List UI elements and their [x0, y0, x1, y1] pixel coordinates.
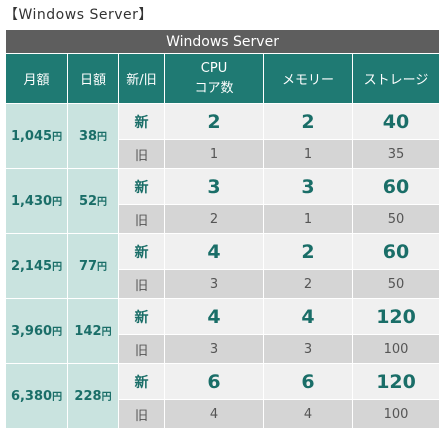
daily-price: 77 [78, 259, 98, 274]
table-row-old: 旧 3 3 100 [6, 334, 441, 364]
daily-price-cell: 77円 [67, 233, 119, 299]
old-cpu-cores: 4 [164, 399, 264, 429]
yen-unit: 円 [52, 392, 63, 403]
plan-table-body: 1,045円 38円新 2 2 40 旧 1 1 35 1,430円 52円新 3 3 60 旧 2 1 50 2,… [5, 103, 441, 429]
header-new-old: 新/旧 [118, 53, 165, 104]
daily-price: 228 [74, 389, 102, 404]
daily-price-cell: 38円 [67, 103, 119, 169]
old-storage: 50 [351, 204, 441, 234]
daily-price-cell: 52円 [67, 168, 119, 234]
table-row-new: 3,960円 142円新 4 4 120 [5, 298, 441, 364]
monthly-price-cell: 1,045円 [5, 103, 68, 169]
header-storage: ストレージ [351, 53, 441, 104]
old-cpu-cores: 2 [164, 204, 264, 234]
old-label: 旧 [118, 269, 165, 299]
header-cpu: CPU コア数 [164, 53, 264, 104]
new-label: 新 [118, 233, 165, 270]
old-cpu-cores: 3 [164, 334, 264, 364]
yen-unit: 円 [52, 132, 63, 143]
new-storage: 40 [351, 103, 441, 140]
table-row-old: 旧 1 1 35 [6, 139, 441, 169]
new-label: 新 [118, 168, 165, 205]
old-label: 旧 [118, 399, 165, 429]
new-cpu-cores: 2 [164, 103, 264, 140]
new-memory: 6 [263, 363, 353, 400]
old-memory: 4 [263, 399, 353, 429]
monthly-price: 6,380 [10, 389, 53, 404]
yen-unit: 円 [97, 197, 108, 208]
new-cpu-cores: 6 [164, 363, 264, 400]
new-storage: 120 [351, 363, 441, 400]
header-daily: 日額 [67, 53, 119, 104]
new-storage: 60 [351, 233, 441, 270]
table-caption-row: Windows Server [4, 29, 441, 54]
yen-unit: 円 [97, 132, 108, 143]
daily-price-cell: 228円 [67, 363, 119, 429]
table-caption: Windows Server [4, 29, 441, 54]
header-monthly: 月額 [5, 53, 68, 104]
new-memory: 2 [263, 233, 353, 270]
table-row-new: 1,045円 38円新 2 2 40 [5, 103, 441, 169]
old-memory: 1 [263, 139, 353, 169]
new-label: 新 [118, 363, 165, 400]
monthly-price: 1,430 [10, 194, 53, 209]
monthly-price: 2,145 [10, 259, 53, 274]
table-row-new: 1,430円 52円新 3 3 60 [5, 168, 441, 234]
page-title: 【Windows Server】 [4, 7, 153, 23]
table-row-new: 2,145円 77円新 4 2 60 [5, 233, 441, 299]
old-storage: 100 [351, 399, 441, 429]
yen-unit: 円 [101, 392, 112, 403]
table-row-new: 6,380円 228円新 6 6 120 [5, 363, 441, 429]
old-memory: 2 [263, 269, 353, 299]
monthly-price-cell: 2,145円 [5, 233, 68, 299]
table-header-row: 月額 日額 新/旧 CPU コア数 メモリー ストレージ [5, 53, 441, 104]
spec-table: Windows Server 月額 日額 新/旧 CPU コア数 メモリー スト… [4, 29, 441, 429]
yen-unit: 円 [52, 262, 63, 273]
monthly-price-cell: 6,380円 [5, 363, 68, 429]
new-cpu-cores: 4 [164, 298, 264, 335]
new-memory: 2 [263, 103, 353, 140]
daily-price: 52 [78, 194, 98, 209]
new-label: 新 [118, 103, 165, 140]
table-row-old: 旧 2 1 50 [6, 204, 441, 234]
header-cpu-line1: CPU [200, 60, 228, 76]
yen-unit: 円 [52, 197, 63, 208]
old-label: 旧 [118, 139, 165, 169]
new-storage: 60 [351, 168, 441, 205]
table-row-old: 旧 4 4 100 [6, 399, 441, 429]
daily-price: 38 [78, 129, 98, 144]
old-label: 旧 [118, 334, 165, 364]
old-cpu-cores: 3 [164, 269, 264, 299]
new-storage: 120 [351, 298, 441, 335]
old-memory: 3 [263, 334, 353, 364]
yen-unit: 円 [101, 327, 112, 338]
old-storage: 50 [351, 269, 441, 299]
new-memory: 3 [263, 168, 353, 205]
new-memory: 4 [263, 298, 353, 335]
new-cpu-cores: 3 [164, 168, 264, 205]
old-memory: 1 [263, 204, 353, 234]
new-cpu-cores: 4 [164, 233, 264, 270]
old-storage: 100 [351, 334, 441, 364]
yen-unit: 円 [52, 327, 63, 338]
yen-unit: 円 [97, 262, 108, 273]
daily-price-cell: 142円 [67, 298, 119, 364]
monthly-price: 3,960 [10, 324, 53, 339]
old-cpu-cores: 1 [164, 139, 264, 169]
monthly-price-cell: 3,960円 [5, 298, 68, 364]
header-cpu-line2: コア数 [194, 80, 234, 96]
header-memory: メモリー [263, 53, 353, 104]
new-label: 新 [118, 298, 165, 335]
old-label: 旧 [118, 204, 165, 234]
monthly-price: 1,045 [10, 129, 53, 144]
old-storage: 35 [351, 139, 441, 169]
daily-price: 142 [74, 324, 102, 339]
monthly-price-cell: 1,430円 [5, 168, 68, 234]
